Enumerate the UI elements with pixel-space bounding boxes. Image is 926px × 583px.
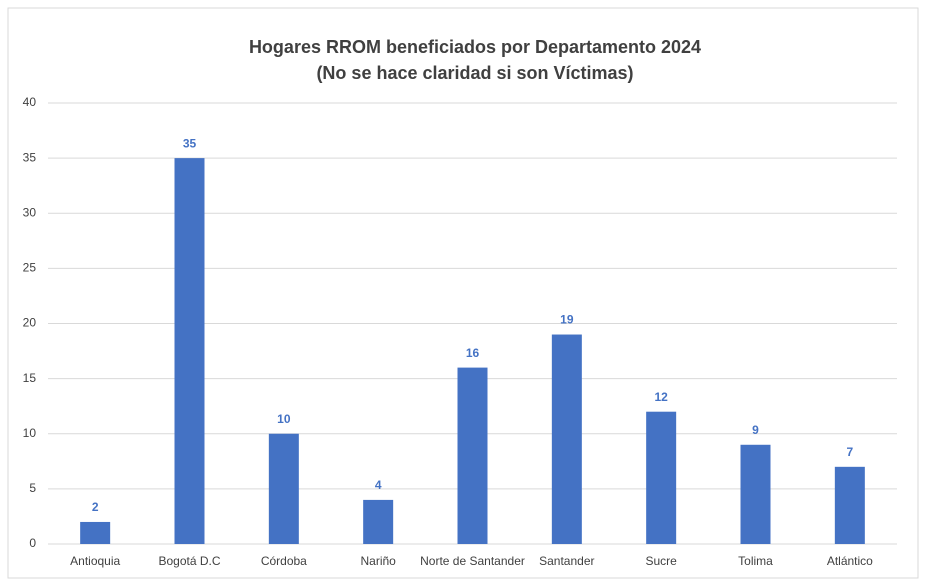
x-tick-label: Córdoba (261, 554, 307, 568)
data-label: 12 (654, 390, 668, 404)
data-label: 4 (375, 478, 382, 492)
x-tick-label: Norte de Santander (420, 554, 525, 568)
data-label: 7 (846, 445, 853, 459)
chart-title: Hogares RROM beneficiados por Departamen… (249, 37, 701, 57)
y-tick-label: 5 (29, 481, 36, 495)
bar (80, 521, 111, 544)
bar (834, 466, 865, 544)
y-tick-label: 0 (29, 536, 36, 550)
x-tick-label: Antioquia (70, 554, 120, 568)
bar (268, 433, 299, 544)
y-tick-label: 35 (23, 150, 37, 164)
y-tick-label: 40 (23, 95, 37, 109)
data-label: 35 (183, 136, 197, 150)
data-label: 19 (560, 313, 574, 327)
y-tick-label: 15 (23, 371, 37, 385)
x-tick-label: Bogotá D.C (158, 554, 220, 568)
data-label: 2 (92, 500, 99, 514)
bar (551, 334, 582, 544)
bar (174, 158, 205, 544)
x-tick-label: Sucre (645, 554, 677, 568)
y-tick-label: 10 (23, 426, 37, 440)
x-tick-label: Santander (539, 554, 594, 568)
bar (363, 499, 394, 544)
y-tick-label: 25 (23, 261, 37, 275)
data-label: 16 (466, 346, 480, 360)
y-tick-label: 30 (23, 205, 37, 219)
bar (457, 367, 488, 544)
x-tick-label: Tolima (738, 554, 773, 568)
chart-subtitle: (No se hace claridad si son Víctimas) (316, 63, 633, 83)
bar (646, 411, 677, 544)
data-label: 9 (752, 423, 759, 437)
data-label: 10 (277, 412, 291, 426)
x-tick-label: Atlántico (827, 554, 873, 568)
x-tick-label: Nariño (360, 554, 396, 568)
bar (740, 444, 771, 544)
y-tick-label: 20 (23, 316, 37, 330)
